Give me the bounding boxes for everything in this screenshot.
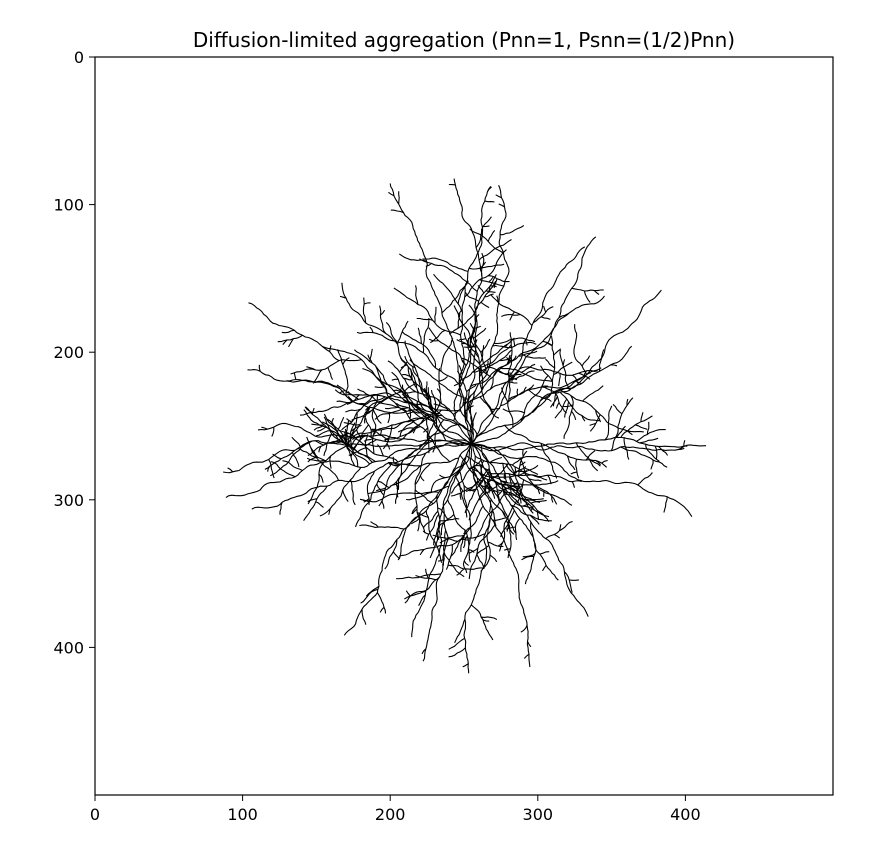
x-tick-label: 200 (375, 805, 406, 824)
aggregate-cluster (223, 178, 707, 674)
x-tick-label: 300 (523, 805, 554, 824)
y-tick-label: 100 (53, 196, 84, 215)
x-tick-label: 400 (670, 805, 701, 824)
y-tick-label: 300 (53, 491, 84, 510)
y-tick-label: 200 (53, 343, 84, 362)
x-tick-label: 0 (90, 805, 100, 824)
y-axis: 0 100 200 300 400 (53, 48, 95, 657)
plot-area (94, 56, 834, 796)
y-tick-label: 400 (53, 638, 84, 657)
y-tick-label: 0 (74, 48, 84, 67)
x-axis: 0 100 200 300 400 (90, 795, 701, 824)
plot-frame (94, 56, 834, 796)
aggregate-branches (223, 178, 707, 674)
chart-title: Diffusion-limited aggregation (Pnn=1, Ps… (193, 28, 735, 52)
x-tick-label: 100 (227, 805, 258, 824)
